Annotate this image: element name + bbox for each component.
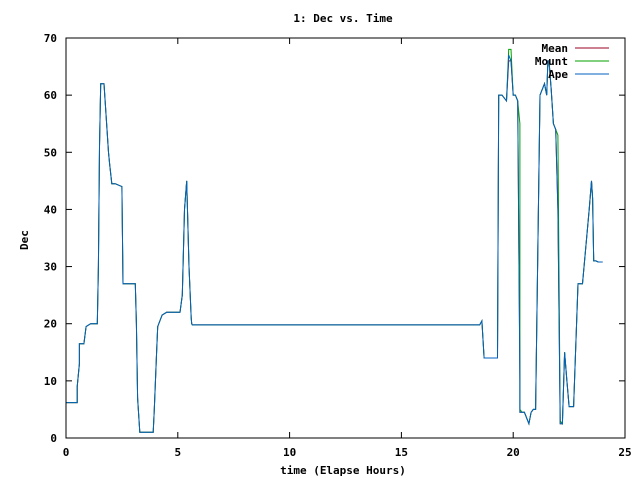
x-tick-label: 25	[618, 446, 631, 459]
plot-frame	[65, 37, 626, 439]
legend-label-ape: Ape	[548, 68, 568, 81]
x-tick-label: 20	[507, 446, 520, 459]
y-tick-label: 70	[44, 32, 57, 45]
x-tick-label: 0	[63, 446, 70, 459]
y-tick-label: 60	[44, 89, 57, 102]
x-tick-label: 10	[283, 446, 296, 459]
y-tick-label: 0	[50, 432, 57, 445]
y-tick-label: 10	[44, 375, 57, 388]
y-tick-label: 50	[44, 146, 57, 159]
plot-area: 0 5 10 15 20 25 0 10 20 30 40 50 60 70	[44, 32, 632, 459]
y-axis-label: Dec	[18, 230, 31, 250]
y-tick-label: 20	[44, 318, 57, 331]
y-tick-label: 40	[44, 203, 57, 216]
legend-label-mount: Mount	[535, 55, 568, 68]
legend-label-mean: Mean	[542, 42, 569, 55]
y-tick-label: 30	[44, 261, 57, 274]
x-tick-label: 5	[174, 446, 181, 459]
x-axis-label: time (Elapse Hours)	[280, 464, 406, 477]
chart-title: 1: Dec vs. Time	[293, 12, 393, 25]
series-line-ape	[66, 54, 603, 433]
x-tick-label: 15	[395, 446, 408, 459]
